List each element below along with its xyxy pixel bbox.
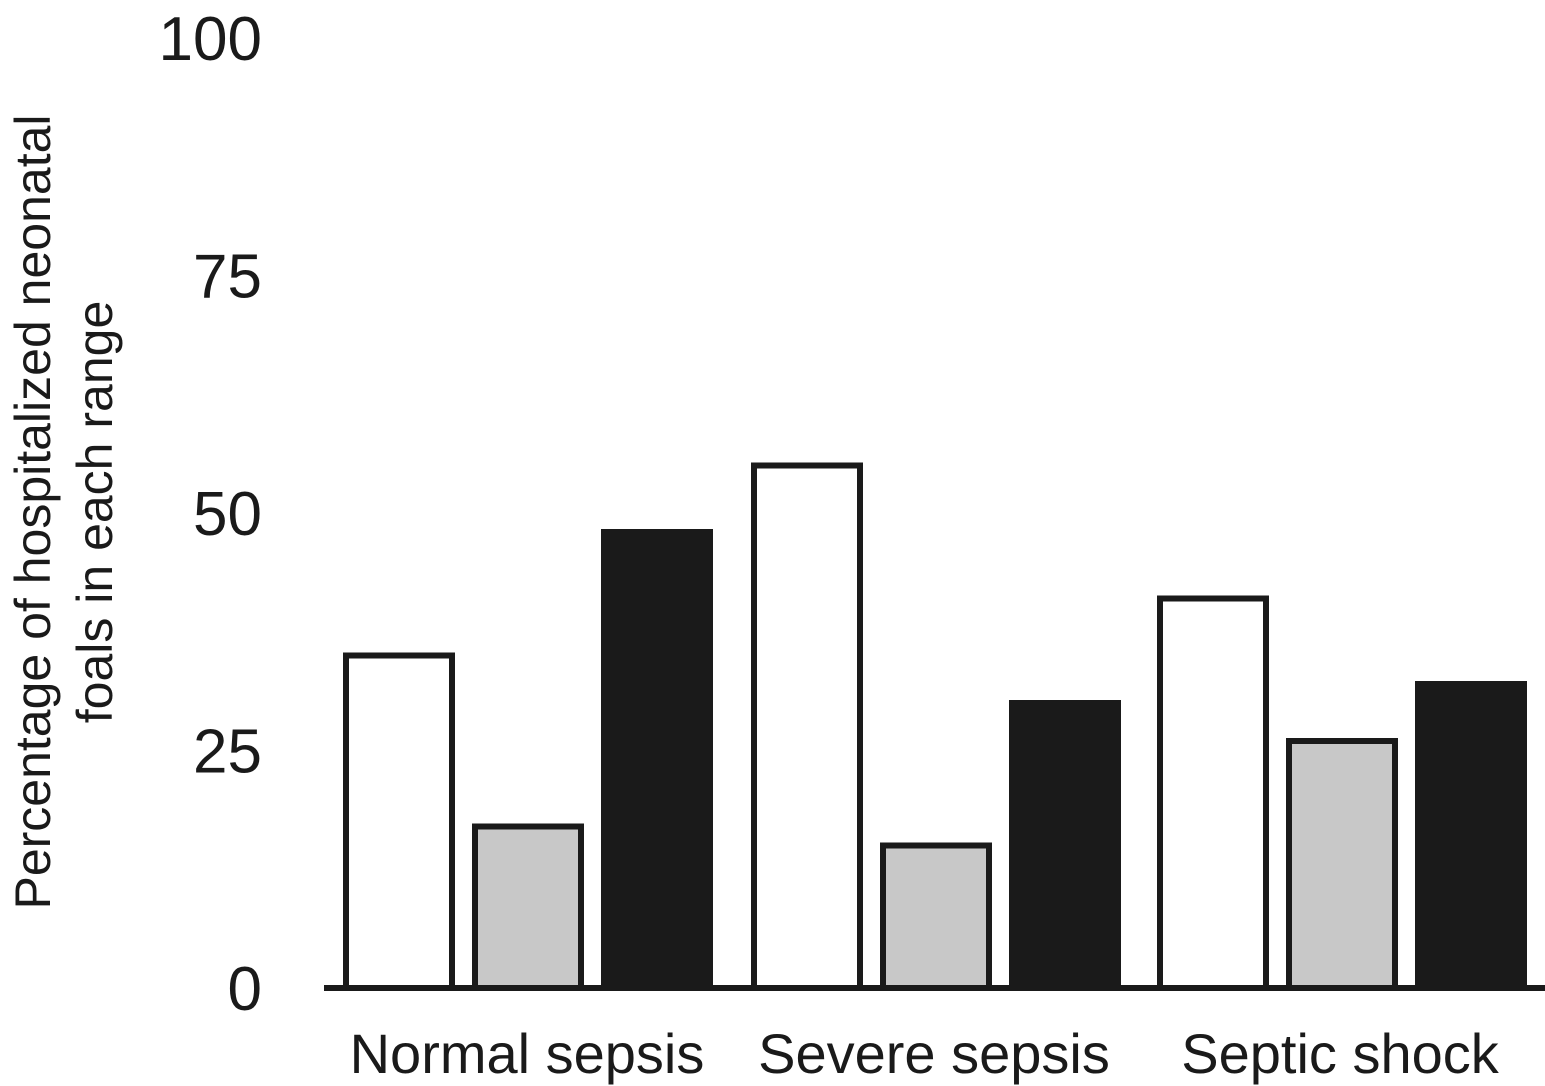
y-tick-label: 50 [193, 480, 262, 549]
bar-3-1 [1157, 595, 1269, 991]
x-axis-labels: Normal sepsis Severe sepsis Septic shock [350, 1022, 1500, 1085]
y-axis-title-line-2: foals in each range [67, 301, 123, 724]
y-axis-title-line-1: Percentage of hospitalized neonatal [5, 114, 61, 909]
y-tick-label: 25 [193, 718, 262, 787]
bar-2-3 [1009, 700, 1121, 991]
bar-1-2 [472, 823, 584, 991]
y-tick-label: 100 [159, 5, 262, 74]
x-category-label: Normal sepsis [350, 1022, 705, 1085]
bar-1-3 [601, 529, 713, 991]
y-tick-label: 75 [193, 243, 262, 312]
bar-1-1 [343, 652, 455, 991]
bar-3-3 [1415, 681, 1527, 991]
bar-3-2 [1286, 738, 1398, 991]
bar-2-2 [880, 842, 992, 991]
y-tick-label: 0 [228, 955, 262, 1024]
y-axis-ticks: 0 25 50 75 100 [159, 5, 262, 1024]
bar-2-1 [751, 462, 863, 991]
y-axis-title: Percentage of hospitalized neonatal foal… [5, 114, 123, 909]
bars [343, 462, 1527, 991]
x-category-label: Severe sepsis [758, 1022, 1110, 1085]
x-category-label: Septic shock [1181, 1022, 1499, 1085]
